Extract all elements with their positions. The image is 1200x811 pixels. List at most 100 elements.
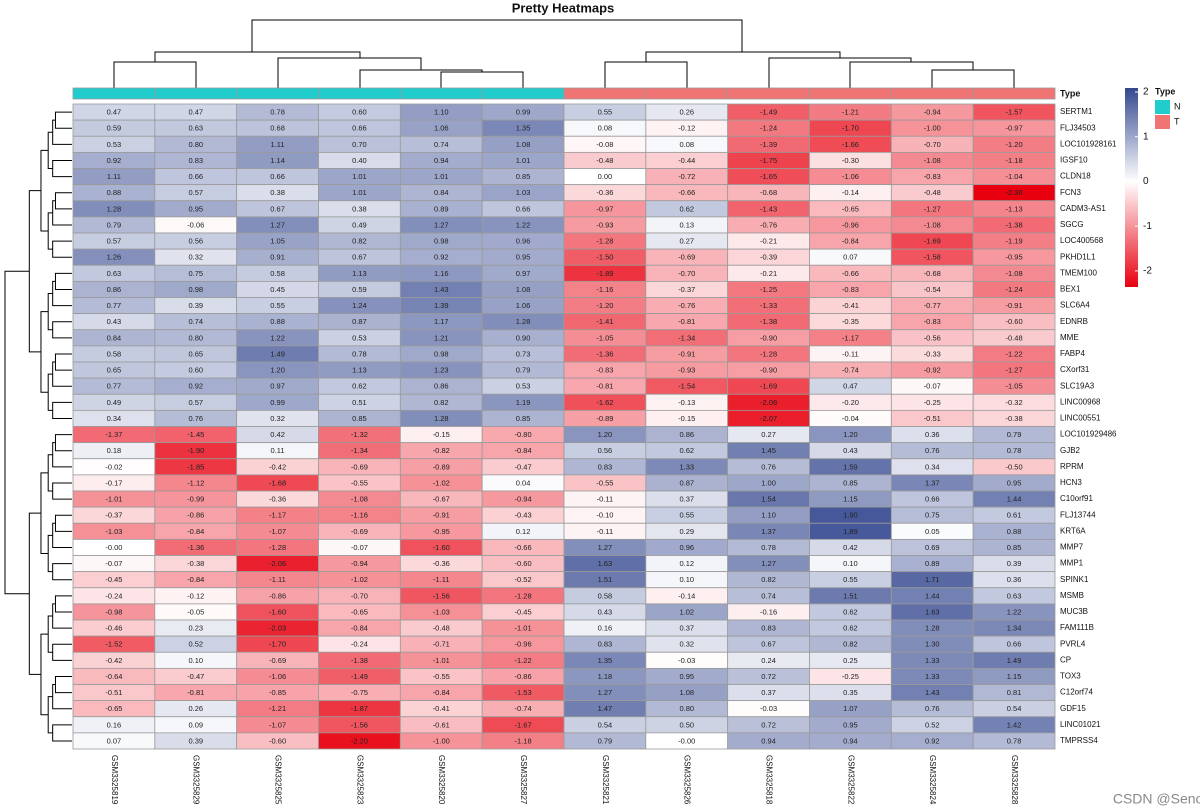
color-tick-label: -2 xyxy=(1143,266,1152,277)
cell-label: 1.06 xyxy=(434,124,449,133)
cell-label: -0.86 xyxy=(187,511,204,520)
cell-label: 0.16 xyxy=(107,720,122,729)
cell-label: -0.66 xyxy=(842,269,859,278)
cell-label: -0.11 xyxy=(597,527,614,536)
cell-label: 1.15 xyxy=(1007,672,1022,681)
cell-label: -0.68 xyxy=(760,188,777,197)
cell-label: 0.38 xyxy=(270,188,285,197)
cell-label: 0.57 xyxy=(188,188,203,197)
cell-label: 0.86 xyxy=(679,430,694,439)
cell-label: -1.28 xyxy=(596,237,613,246)
cell-label: 0.38 xyxy=(352,204,367,213)
cell-label: 0.73 xyxy=(516,349,531,358)
cell-label: -0.24 xyxy=(105,591,122,600)
cell-label: -0.42 xyxy=(105,656,122,665)
cell-label: -1.67 xyxy=(515,720,532,729)
cell-label: -1.58 xyxy=(924,253,941,262)
cell-label: 0.62 xyxy=(679,446,694,455)
cell-label: -1.57 xyxy=(1006,108,1023,117)
cell-label: -0.81 xyxy=(187,688,204,697)
cell-label: 1.03 xyxy=(516,188,531,197)
cell-label: 0.89 xyxy=(925,559,940,568)
cell-label: 0.89 xyxy=(434,204,449,213)
cell-label: -0.47 xyxy=(515,462,532,471)
column-annotation xyxy=(236,87,319,100)
cell-label: 0.75 xyxy=(925,511,940,520)
cell-label: -1.24 xyxy=(760,124,777,133)
cell-label: 0.29 xyxy=(679,527,694,536)
cell-label: 0.99 xyxy=(270,398,285,407)
cell-label: 0.67 xyxy=(352,253,367,262)
cell-label: -1.62 xyxy=(596,398,613,407)
cell-label: -0.83 xyxy=(924,172,941,181)
cell-label: -2.08 xyxy=(760,398,777,407)
cell-label: 0.42 xyxy=(843,543,858,552)
cell-label: -0.36 xyxy=(596,188,613,197)
cell-label: 1.22 xyxy=(516,220,531,229)
cell-label: -1.32 xyxy=(351,430,368,439)
cell-label: -1.60 xyxy=(433,543,450,552)
cell-label: 0.56 xyxy=(598,446,613,455)
cell-label: -0.30 xyxy=(842,156,859,165)
cell-label: 0.62 xyxy=(843,624,858,633)
cell-label: 1.13 xyxy=(352,269,367,278)
cell-label: 0.56 xyxy=(188,237,203,246)
cell-label: 0.95 xyxy=(679,672,694,681)
cell-label: 1.20 xyxy=(843,430,858,439)
cell-label: -1.60 xyxy=(269,607,286,616)
cell-label: -0.85 xyxy=(269,688,286,697)
cell-label: 0.78 xyxy=(1007,736,1022,745)
cell-label: -1.54 xyxy=(678,382,695,391)
cell-label: -1.20 xyxy=(1006,140,1023,149)
column-label: GSM3325828 xyxy=(1010,755,1019,805)
cell-label: 0.09 xyxy=(188,720,203,729)
cell-label: -0.66 xyxy=(678,188,695,197)
legend-swatch xyxy=(1155,100,1170,114)
cell-label: 0.76 xyxy=(761,462,776,471)
cell-label: 0.37 xyxy=(679,624,694,633)
cell-label: -0.41 xyxy=(842,301,859,310)
cell-label: 1.47 xyxy=(598,704,613,713)
cell-label: -1.41 xyxy=(596,317,613,326)
cell-label: -0.10 xyxy=(596,511,613,520)
cell-label: -0.37 xyxy=(105,511,122,520)
cell-label: -1.28 xyxy=(760,349,777,358)
cell-label: -0.55 xyxy=(433,672,450,681)
row-label: CADM3-AS1 xyxy=(1060,204,1106,213)
cell-label: 1.63 xyxy=(925,607,940,616)
cell-label: -0.94 xyxy=(924,108,941,117)
cell-label: -0.06 xyxy=(187,220,204,229)
cell-label: -0.93 xyxy=(596,220,613,229)
column-annotation xyxy=(809,87,892,100)
row-label: C10orf91 xyxy=(1060,494,1093,503)
cell-label: -1.87 xyxy=(351,704,368,713)
cell-label: 0.43 xyxy=(843,446,858,455)
cell-label: 1.19 xyxy=(516,398,531,407)
cell-label: 0.60 xyxy=(352,108,367,117)
cell-label: 0.67 xyxy=(270,204,285,213)
cell-label: -1.50 xyxy=(596,253,613,262)
cell-label: 0.32 xyxy=(270,414,285,423)
cell-label: -0.91 xyxy=(678,349,695,358)
cell-label: -0.14 xyxy=(678,591,695,600)
cell-label: -0.00 xyxy=(105,543,122,552)
row-label: MUC3B xyxy=(1060,607,1088,616)
cell-label: 0.83 xyxy=(188,156,203,165)
cell-label: -0.84 xyxy=(351,624,368,633)
annotation-label: Type xyxy=(1060,88,1080,98)
cell-label: -0.70 xyxy=(924,140,941,149)
cell-label: 0.76 xyxy=(188,414,203,423)
cell-label: 0.45 xyxy=(270,285,285,294)
cell-label: -0.07 xyxy=(924,382,941,391)
cell-label: -1.70 xyxy=(842,124,859,133)
cell-label: 0.85 xyxy=(843,478,858,487)
cell-label: 0.57 xyxy=(188,398,203,407)
cell-label: 0.55 xyxy=(843,575,858,584)
cell-label: 0.12 xyxy=(679,559,694,568)
cell-label: 0.74 xyxy=(434,140,449,149)
cell-label: 0.36 xyxy=(1007,575,1022,584)
cell-label: 1.28 xyxy=(107,204,122,213)
cell-label: 1.37 xyxy=(761,527,776,536)
cell-label: -1.02 xyxy=(433,478,450,487)
cell-label: -0.41 xyxy=(433,704,450,713)
